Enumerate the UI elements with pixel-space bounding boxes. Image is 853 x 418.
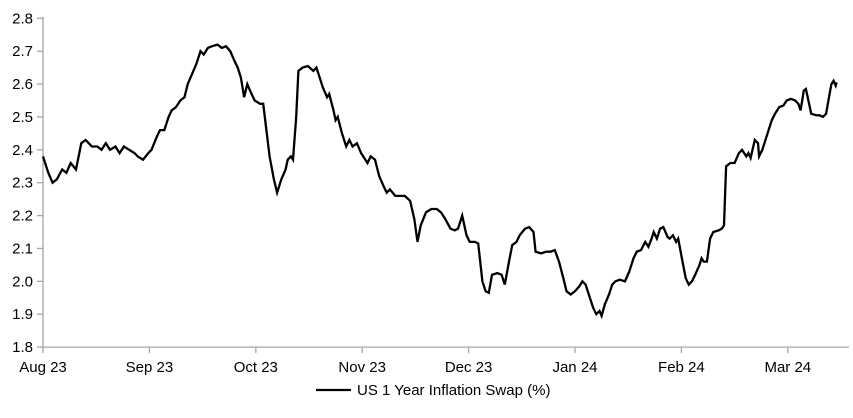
x-tick-label: Oct 23 [234, 359, 278, 376]
y-tick-label: 2.0 [12, 273, 33, 290]
x-tick-label: Mar 24 [764, 359, 811, 376]
legend: US 1 Year Inflation Swap (%) [316, 382, 550, 399]
y-tick-label: 2.1 [12, 240, 33, 257]
y-tick-label: 2.2 [12, 208, 33, 225]
x-tick-label: Nov 23 [338, 359, 386, 376]
y-tick-label: 2.7 [12, 43, 33, 60]
x-tick-label: Jan 24 [552, 359, 597, 376]
x-tick-label: Aug 23 [19, 359, 67, 376]
legend-label: US 1 Year Inflation Swap (%) [357, 382, 550, 399]
x-tick-label: Dec 23 [445, 359, 493, 376]
y-tick-label: 2.8 [12, 10, 33, 27]
x-tick-label: Sep 23 [126, 359, 174, 376]
y-tick-label: 2.5 [12, 109, 33, 126]
axes: 2.8 2.7 2.6 2.5 2.4 2.3 2.2 2.1 2.0 1.9 1.8 Aug 23 S… [12, 10, 849, 376]
y-tick-label: 1.9 [12, 306, 33, 323]
x-tick-label: Feb 24 [658, 359, 705, 376]
y-tick-label: 2.6 [12, 76, 33, 93]
series-line-us-1y-inflation-swap [41, 43, 838, 320]
y-tick-label: 2.3 [12, 175, 33, 192]
y-tick-label: 2.4 [12, 142, 33, 159]
y-tick-label: 1.8 [12, 339, 33, 356]
